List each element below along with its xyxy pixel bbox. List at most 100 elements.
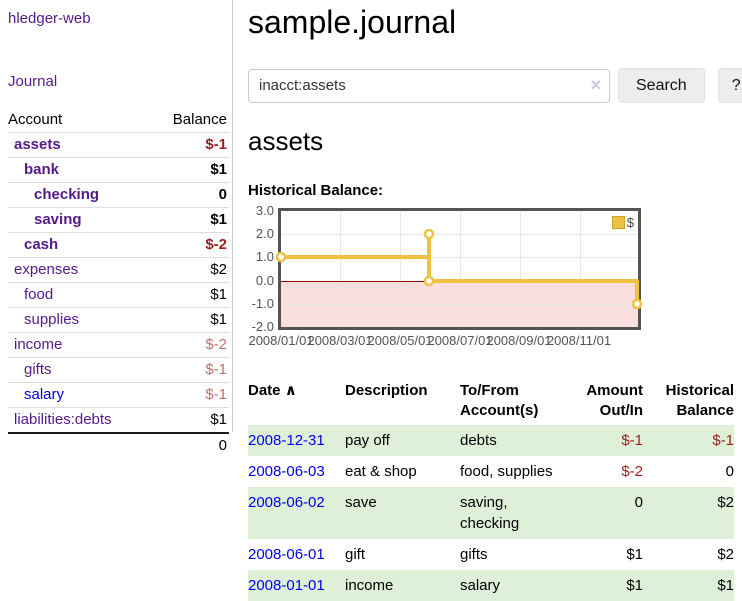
- nav-journal-link[interactable]: Journal: [8, 73, 58, 90]
- accounts-total-row: 0: [8, 432, 229, 458]
- account-column-header: Account: [8, 111, 63, 128]
- table-row: 2008-12-31 pay off debts $-1 $-1: [248, 425, 734, 456]
- historical-balance-chart: 3.0 2.0 1.0 0.0 -1.0 -2.0: [248, 202, 648, 352]
- account-link-salary[interactable]: salary: [24, 386, 65, 403]
- table-row: cash $-2: [8, 232, 229, 258]
- table-row: 2008-06-01 gift gifts $1 $2: [248, 539, 734, 570]
- transaction-date-link[interactable]: 2008-01-01: [248, 577, 325, 594]
- balance-column-header: Historical Balance: [665, 382, 734, 419]
- account-link-expenses[interactable]: expenses: [14, 261, 79, 278]
- description-column-header: Description: [345, 382, 428, 399]
- table-row: saving $1: [8, 207, 229, 233]
- account-balance: $-2: [152, 232, 229, 258]
- transaction-amount: $1: [626, 577, 643, 594]
- transaction-balance: $-1: [712, 432, 734, 449]
- account-balance: $1: [152, 407, 229, 433]
- table-row: gifts $-1: [8, 357, 229, 383]
- main-content: sample.journal × Search ? assets Histori…: [248, 0, 742, 601]
- search-form: × Search ?: [248, 68, 742, 103]
- help-button[interactable]: ?: [717, 68, 742, 103]
- series-swatch-icon: [611, 216, 625, 229]
- account-link-income[interactable]: income: [14, 336, 63, 353]
- account-balance: $-2: [152, 332, 229, 358]
- transaction-balance: 0: [725, 463, 734, 480]
- table-row: supplies $1: [8, 307, 229, 333]
- transaction-amount: $-2: [621, 463, 643, 480]
- account-link-bank[interactable]: bank: [24, 161, 60, 178]
- account-balance: $2: [152, 257, 229, 283]
- transaction-amount: 0: [634, 494, 643, 511]
- table-row: 2008-01-01 income salary $1 $1: [248, 570, 734, 601]
- transaction-balance: $2: [717, 494, 734, 511]
- register-header-row: Date ∧ Description To/From Account(s) Am…: [248, 377, 734, 425]
- page-title: sample.journal: [248, 4, 457, 40]
- table-row: income $-2: [8, 332, 229, 358]
- x-tick-label: 2008/07/01: [427, 333, 493, 348]
- gridline: [580, 211, 581, 327]
- account-link-gifts[interactable]: gifts: [24, 361, 52, 378]
- account-link-supplies[interactable]: supplies: [24, 311, 80, 328]
- table-row: bank $1: [8, 157, 229, 183]
- accounts-total-value: 0: [152, 432, 229, 458]
- search-input[interactable]: [248, 68, 610, 103]
- account-balance: $1: [152, 282, 229, 308]
- gridline: [400, 211, 401, 327]
- search-button[interactable]: Search: [618, 68, 705, 103]
- clear-search-icon[interactable]: ×: [590, 74, 601, 95]
- amount-column-header: Amount Out/In: [586, 382, 643, 419]
- table-row: 2008-06-02 save saving, checking 0 $2: [248, 487, 734, 539]
- date-column-header[interactable]: Date ∧: [248, 377, 345, 425]
- account-balance: $-1: [152, 132, 229, 158]
- account-balance: $1: [152, 157, 229, 183]
- account-link-checking[interactable]: checking: [34, 186, 100, 203]
- table-row: assets $-1: [8, 132, 229, 158]
- transaction-description: save: [345, 494, 377, 511]
- y-tick-label: 0.0: [255, 273, 274, 288]
- account-link-cash[interactable]: cash: [24, 236, 59, 253]
- account-balance: $1: [152, 307, 229, 333]
- account-heading: assets: [248, 126, 324, 156]
- table-row: checking 0: [8, 182, 229, 208]
- transaction-amount: $-1: [621, 432, 643, 449]
- chart-legend: $: [609, 214, 636, 231]
- series-label: $: [626, 215, 634, 230]
- transaction-balance: $2: [717, 546, 734, 563]
- account-link-liabilities-debts[interactable]: liabilities:debts: [14, 411, 112, 428]
- transaction-description: income: [345, 577, 394, 594]
- y-tick-label: 1.0: [255, 249, 274, 264]
- account-balance: 0: [152, 182, 229, 208]
- accounts-table: Account Balance assets $-1 bank $1 check…: [8, 108, 229, 458]
- table-row: salary $-1: [8, 382, 229, 408]
- transaction-date-link[interactable]: 2008-12-31: [248, 432, 325, 449]
- gridline: [340, 211, 341, 327]
- x-tick-label: 2008/11/01: [546, 333, 612, 348]
- x-tick-label: 2008/03/01: [307, 333, 373, 348]
- transaction-description: eat & shop: [345, 463, 417, 480]
- chart-title: Historical Balance:: [248, 182, 384, 199]
- accounts-table-header: Account Balance: [8, 108, 229, 133]
- gridline: [281, 257, 638, 258]
- sort-ascending-icon: ∧: [284, 382, 297, 399]
- transaction-accounts: salary: [460, 577, 501, 594]
- transaction-date-link[interactable]: 2008-06-01: [248, 546, 325, 563]
- gridline: [281, 234, 638, 235]
- y-tick-label: -1.0: [251, 296, 274, 311]
- gridline: [520, 211, 521, 327]
- account-link-saving[interactable]: saving: [34, 211, 82, 228]
- gridline: [460, 211, 461, 327]
- transaction-accounts: gifts: [460, 546, 488, 563]
- x-tick-label: 2008/05/01: [367, 333, 433, 348]
- x-tick-label: 2008/09/01: [486, 333, 552, 348]
- transaction-date-link[interactable]: 2008-06-02: [248, 494, 325, 511]
- table-row: expenses $2: [8, 257, 229, 283]
- account-link-assets[interactable]: assets: [14, 136, 61, 153]
- y-tick-label: -2.0: [251, 319, 274, 334]
- account-link-food[interactable]: food: [24, 286, 54, 303]
- accounts-column-header: To/From Account(s): [460, 382, 539, 419]
- transaction-date-link[interactable]: 2008-06-03: [248, 463, 325, 480]
- table-row: 2008-06-03 eat & shop food, supplies $-2…: [248, 456, 734, 487]
- chart-plot-inner: $: [275, 211, 643, 327]
- app-title-link[interactable]: hledger-web: [8, 10, 91, 27]
- transaction-amount: $1: [626, 546, 643, 563]
- table-row: liabilities:debts $1: [8, 407, 229, 433]
